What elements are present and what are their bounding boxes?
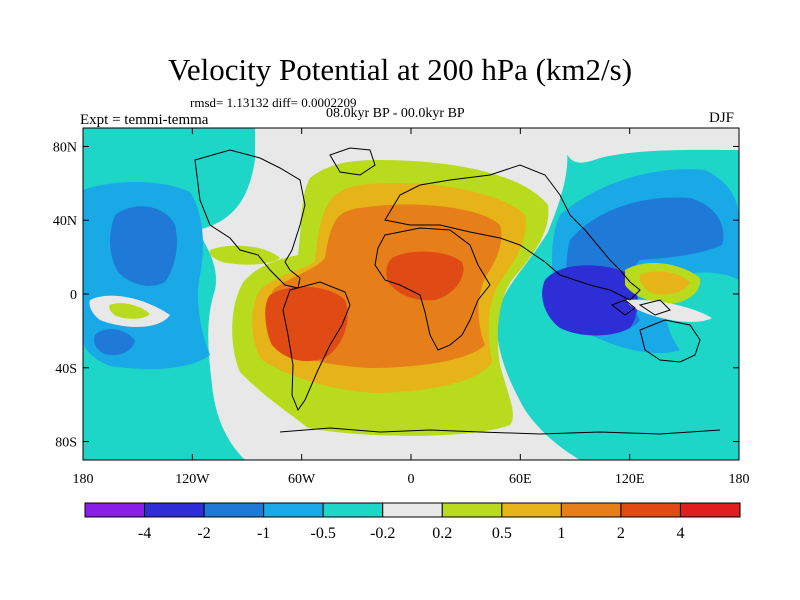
x-axis: 180 120W 60W 0 60E 120E 180 bbox=[73, 128, 750, 487]
colorbar-label: -0.5 bbox=[311, 525, 336, 542]
colorbar-swatch bbox=[144, 502, 205, 518]
level-neg-1-sw bbox=[94, 328, 135, 356]
level-neg-1-west bbox=[110, 206, 177, 286]
y-axis: 80N 40N 0 40S 80S bbox=[53, 140, 739, 451]
pocket-west-pacific-0-5 bbox=[639, 271, 690, 295]
colorbar: -4 -2 -1 -0.5 -0.2 0.2 0.5 1 2 4 bbox=[84, 502, 741, 542]
period-label: 08.0kyr BP - 00.0kyr BP bbox=[326, 106, 465, 121]
colorbar-label: 1 bbox=[557, 525, 565, 542]
min-indian-ocean bbox=[542, 265, 638, 336]
colorbar-swatch bbox=[679, 502, 741, 518]
colorbar-label: 0.2 bbox=[432, 525, 452, 542]
pocket-east-pacific-0-2 bbox=[109, 303, 150, 319]
x-tick-label: 120E bbox=[615, 472, 645, 487]
colorbar-swatch bbox=[441, 502, 503, 518]
x-tick-label: 60W bbox=[288, 472, 316, 487]
colorbar-swatch bbox=[382, 502, 443, 518]
colorbar-label: -4 bbox=[138, 525, 151, 542]
y-tick-label: 80S bbox=[55, 436, 77, 451]
colorbar-swatch bbox=[263, 502, 324, 518]
x-tick-label: 0 bbox=[408, 472, 415, 487]
contour-field bbox=[83, 128, 739, 460]
x-tick-label: 180 bbox=[729, 472, 750, 487]
neutral-band-east bbox=[560, 128, 739, 163]
colorbar-label: 0.5 bbox=[492, 525, 512, 542]
chart-title: Velocity Potential at 200 hPa (km2/s) bbox=[167, 52, 633, 87]
colorbar-swatch bbox=[501, 502, 562, 518]
x-tick-label: 120W bbox=[175, 472, 210, 487]
colorbar-label: 4 bbox=[676, 525, 684, 542]
colorbar-label: 2 bbox=[617, 525, 625, 542]
colorbar-label: -1 bbox=[257, 525, 270, 542]
coastlines bbox=[194, 147, 721, 435]
colorbar-swatch bbox=[322, 502, 384, 518]
stats-label: rmsd= 1.13132 diff= 0.0002209 bbox=[190, 95, 357, 110]
expt-label: Expt = temmi-temma bbox=[80, 112, 209, 128]
y-tick-label: 40S bbox=[55, 362, 77, 377]
colorbar-swatch bbox=[84, 502, 146, 518]
colorbar-label: -0.2 bbox=[370, 525, 395, 542]
x-tick-label: 180 bbox=[73, 472, 94, 487]
season-label: DJF bbox=[709, 110, 735, 126]
colorbar-swatch bbox=[620, 502, 681, 518]
max-south-america bbox=[265, 286, 348, 362]
colorbar-label: -2 bbox=[197, 525, 210, 542]
y-tick-label: 0 bbox=[70, 288, 77, 303]
colorbar-swatch bbox=[560, 502, 622, 518]
x-tick-label: 60E bbox=[509, 472, 532, 487]
colorbar-swatch bbox=[203, 502, 265, 518]
y-tick-label: 40N bbox=[53, 214, 77, 229]
y-tick-label: 80N bbox=[53, 140, 77, 155]
